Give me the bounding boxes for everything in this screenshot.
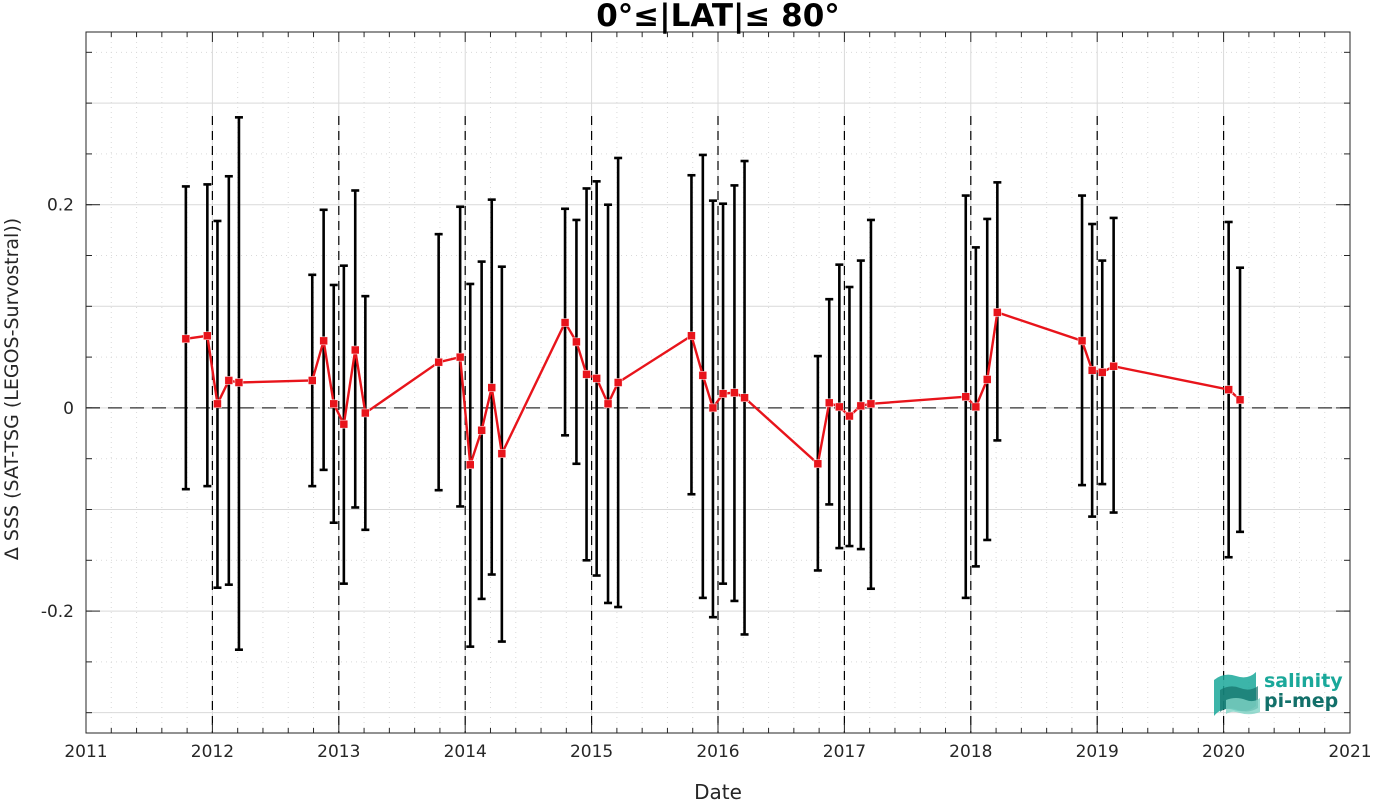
salinity-pi-mep-logo: salinity pi-mep (1214, 670, 1343, 716)
data-point-marker (308, 376, 317, 385)
data-point-marker (582, 370, 591, 379)
data-point-marker (1109, 361, 1118, 371)
data-point-marker (1077, 336, 1087, 346)
logo-text-pi-mep: pi-mep (1264, 690, 1338, 712)
data-point-marker (603, 399, 613, 409)
data-point-marker (560, 318, 570, 327)
data-point-marker (477, 425, 486, 435)
data-point-marker (224, 376, 234, 385)
x-tick-label: 2017 (823, 742, 866, 762)
data-point-marker (1098, 368, 1107, 377)
x-tick-label: 2016 (696, 742, 739, 762)
data-point-marker (730, 388, 739, 397)
data-point-marker (319, 336, 328, 346)
data-point-marker (613, 378, 623, 387)
data-point-marker (339, 419, 349, 429)
x-tick-label: 2020 (1202, 742, 1245, 762)
y-axis-label: Δ SSS (SAT-TSG (LEGOS-Survostral)) (1, 218, 23, 560)
chart-title: 0°≤|LAT|≤ 80° (596, 0, 840, 34)
data-point-marker (856, 401, 866, 411)
x-tick-label: 2013 (317, 742, 360, 762)
data-point-marker (487, 383, 496, 392)
data-point-marker (203, 331, 212, 341)
data-point-marker (687, 331, 696, 341)
y-tick-label: 0.2 (47, 196, 74, 216)
data-point-marker (813, 459, 823, 469)
wave-logo-icon (1214, 672, 1260, 716)
data-point-marker (434, 357, 443, 367)
data-point-marker (718, 389, 728, 398)
data-point-marker (455, 352, 465, 362)
x-tick-label: 2021 (1328, 742, 1371, 762)
data-point-marker (1235, 395, 1245, 405)
data-point-marker (497, 449, 507, 458)
data-point-marker (181, 334, 191, 344)
data-point-marker (993, 308, 1002, 317)
data-point-marker (234, 378, 244, 387)
x-tick-label: 2019 (1076, 742, 1119, 762)
x-axis-label: Date (694, 780, 742, 801)
x-tick-label: 2018 (949, 742, 992, 762)
data-point-marker (961, 392, 970, 401)
data-point-marker (466, 460, 475, 470)
y-tick-label: 0 (63, 399, 74, 419)
data-point-marker (329, 399, 338, 409)
data-point-marker (740, 393, 749, 402)
data-point-marker (866, 399, 876, 409)
x-tick-label: 2015 (570, 742, 613, 762)
errorbar-layer (181, 116, 1245, 651)
data-point-marker (1224, 385, 1233, 394)
y-tick-label: -0.2 (41, 602, 74, 622)
data-point-marker (824, 398, 834, 408)
data-point-marker (698, 371, 708, 380)
data-point-marker (708, 403, 718, 413)
guide-layer (86, 116, 1350, 733)
data-point-marker (572, 337, 581, 347)
data-point-marker (835, 402, 844, 412)
data-point-marker (1087, 366, 1097, 375)
data-point-marker (845, 411, 854, 421)
logo-text-salinity: salinity (1264, 670, 1343, 692)
axes-layer: 2011 2012 2013 2014 2015 2016 2017 2018 2019 2020… (41, 31, 1372, 762)
data-point-marker (361, 408, 370, 418)
data-point-marker (971, 402, 981, 412)
x-tick-label: 2014 (444, 742, 487, 762)
data-point-marker (592, 374, 601, 383)
x-tick-label: 2011 (64, 742, 107, 762)
series-layer (181, 308, 1245, 470)
data-point-marker (213, 399, 222, 409)
data-point-marker (982, 375, 992, 384)
x-tick-label: 2012 (191, 742, 234, 762)
data-point-marker (350, 345, 360, 355)
